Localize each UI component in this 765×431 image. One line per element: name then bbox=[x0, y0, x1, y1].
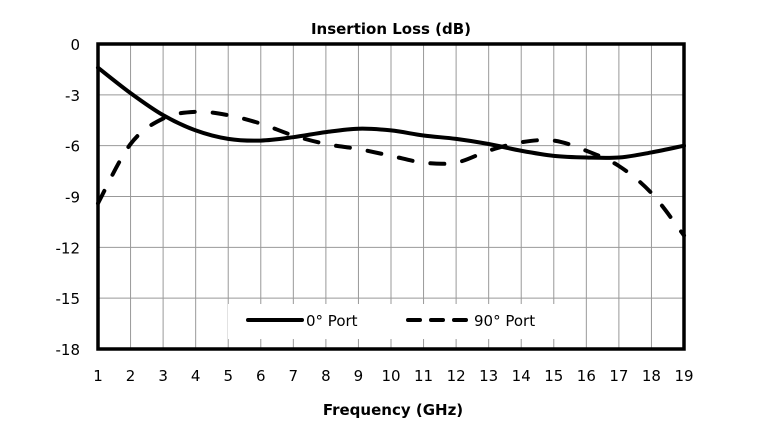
chart-title: Insertion Loss (dB) bbox=[311, 20, 471, 38]
x-tick-label: 3 bbox=[158, 367, 168, 385]
x-tick-label: 11 bbox=[414, 367, 433, 385]
x-tick-label: 12 bbox=[447, 367, 466, 385]
series-line-90-port bbox=[96, 109, 686, 238]
grid-lines bbox=[97, 43, 685, 350]
y-tick-label: -15 bbox=[56, 290, 81, 308]
x-tick-label: 1 bbox=[93, 367, 103, 385]
x-axis-title: Frequency (GHz) bbox=[323, 401, 463, 419]
plot-border bbox=[96, 42, 686, 351]
x-tick-label: 4 bbox=[191, 367, 201, 385]
x-tick-label: 17 bbox=[609, 367, 628, 385]
x-tick-label: 13 bbox=[479, 367, 498, 385]
legend-label-90-port: 90° Port bbox=[474, 312, 535, 330]
x-tick-labels: 1 2 3 4 5 6 7 8 9 10 11 12 13 14 15 16 17 18 19 bbox=[93, 367, 693, 385]
x-tick-label: 19 bbox=[674, 367, 693, 385]
y-tick-label: -6 bbox=[65, 138, 80, 156]
series-line-0-port bbox=[96, 65, 686, 160]
x-tick-label: 8 bbox=[321, 367, 331, 385]
series-lines bbox=[96, 65, 686, 238]
x-tick-label: 9 bbox=[354, 367, 364, 385]
y-tick-label: -9 bbox=[65, 189, 80, 207]
x-tick-label: 15 bbox=[544, 367, 563, 385]
legend: 0° Port 90° Port bbox=[228, 304, 560, 339]
x-tick-label: 2 bbox=[126, 367, 136, 385]
x-tick-label: 5 bbox=[223, 367, 233, 385]
y-tick-label: 0 bbox=[70, 36, 80, 54]
plot-area-border bbox=[96, 42, 686, 351]
x-tick-label: 18 bbox=[642, 367, 661, 385]
x-tick-label: 14 bbox=[512, 367, 531, 385]
x-tick-label: 7 bbox=[289, 367, 299, 385]
y-tick-labels: 0 -3 -6 -9 -12 -15 -18 bbox=[56, 36, 81, 359]
x-tick-label: 16 bbox=[577, 367, 596, 385]
legend-label-0-port: 0° Port bbox=[306, 312, 358, 330]
y-tick-label: -18 bbox=[56, 341, 81, 359]
x-tick-label: 10 bbox=[381, 367, 400, 385]
x-tick-label: 6 bbox=[256, 367, 266, 385]
y-tick-label: -12 bbox=[56, 239, 81, 257]
y-tick-label: -3 bbox=[65, 87, 80, 105]
